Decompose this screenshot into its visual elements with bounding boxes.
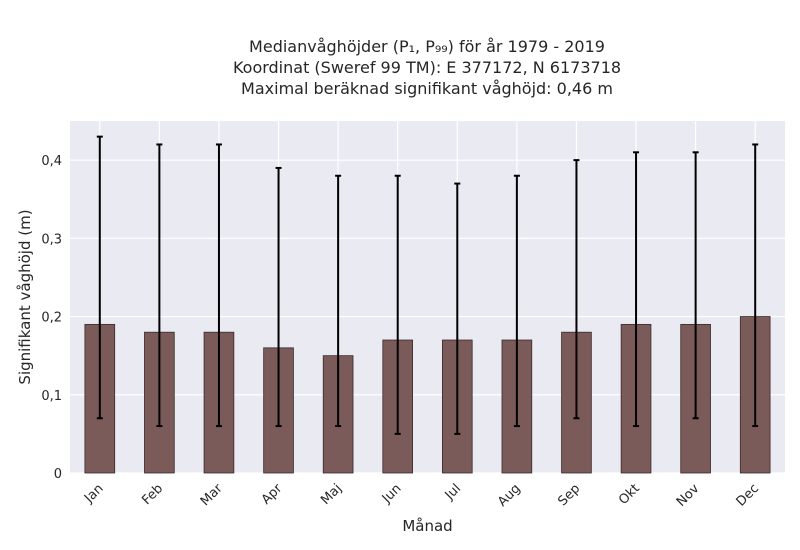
error-bar-jan xyxy=(96,135,103,420)
error-bar-dec xyxy=(752,143,759,428)
y-tick-label: 0,4 xyxy=(41,154,62,169)
x-tick-label: Mar xyxy=(198,481,226,509)
y-tick-label: 0,2 xyxy=(41,311,62,326)
error-bar-sep xyxy=(573,159,580,420)
chart-title-line: Maximal beräknad signifikant våghöjd: 0,… xyxy=(241,79,613,98)
x-tick-label: Maj xyxy=(318,481,345,508)
x-tick-label: Apr xyxy=(259,481,286,508)
error-bar-jul xyxy=(454,182,461,435)
x-axis-ticks: Jan Feb Mar Apr Maj Jun Jul Aug Sep Okt Nov Dec xyxy=(81,481,762,510)
error-bar-okt xyxy=(633,151,640,428)
error-bar-mar xyxy=(215,143,222,428)
error-bars xyxy=(96,135,759,435)
x-tick-label: Jan xyxy=(81,481,106,506)
x-axis-label: Månad xyxy=(402,517,452,535)
x-tick-label: Okt xyxy=(616,481,643,508)
y-tick-label: 0,1 xyxy=(41,389,62,404)
y-tick-label: 0 xyxy=(54,467,62,482)
error-bar-aug xyxy=(513,174,520,428)
x-tick-label: Jul xyxy=(442,481,464,503)
x-tick-label: Aug xyxy=(495,481,524,510)
x-tick-label: Dec xyxy=(734,481,762,509)
chart-title-line: Koordinat (Sweref 99 TM): E 377172, N 61… xyxy=(233,58,621,77)
x-tick-label: Sep xyxy=(555,481,583,509)
error-bar-jun xyxy=(394,174,401,435)
y-axis-label: Signifikant våghöjd (m) xyxy=(16,209,34,384)
chart-title: Medianvåghöjder (P₁, P₉₉) för år 1979 - … xyxy=(233,37,621,98)
x-tick-label: Jun xyxy=(379,481,405,507)
chart-title-line: Medianvåghöjder (P₁, P₉₉) för år 1979 - … xyxy=(249,37,605,56)
x-tick-label: Feb xyxy=(139,481,166,508)
error-bar-nov xyxy=(692,151,699,420)
plot-area xyxy=(70,121,785,473)
error-bar-maj xyxy=(335,174,342,428)
y-tick-label: 0,3 xyxy=(41,232,62,247)
y-axis-ticks: 0 0,1 0,2 0,3 0,4 xyxy=(41,154,62,482)
error-bar-apr xyxy=(275,166,282,428)
x-tick-label: Nov xyxy=(674,481,703,510)
error-bar-feb xyxy=(156,143,163,428)
